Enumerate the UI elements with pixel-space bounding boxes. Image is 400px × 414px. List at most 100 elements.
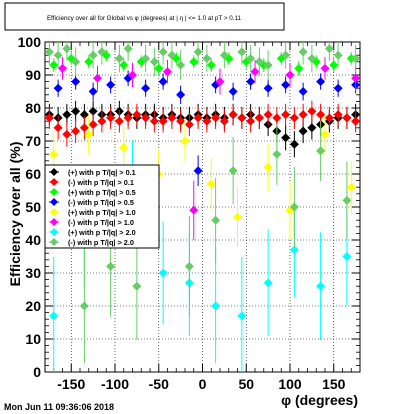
data-point <box>158 268 168 278</box>
data-point <box>106 113 116 123</box>
data-point <box>119 143 129 153</box>
data-point <box>123 44 133 54</box>
y-tick-label: 60 <box>25 166 41 182</box>
legend-label: (+) with p T/|q| > 1.0 <box>68 208 136 217</box>
legend-label: (-) with p T/|q| > 2.0 <box>68 238 134 247</box>
data-point <box>71 106 81 116</box>
data-point <box>320 129 330 139</box>
data-point <box>316 110 326 120</box>
data-point <box>141 113 151 123</box>
data-point <box>49 60 59 70</box>
data-point <box>193 113 203 123</box>
data-point <box>167 50 177 60</box>
data-point <box>342 195 352 205</box>
data-point <box>228 166 238 176</box>
data-point <box>97 116 107 126</box>
data-point <box>307 54 317 63</box>
data-point <box>163 67 172 77</box>
data-point <box>281 133 291 143</box>
y-tick-label: 10 <box>25 331 41 347</box>
data-point <box>84 57 94 67</box>
data-point <box>250 67 260 77</box>
legend-label: (-) with p T/|q| > 0.5 <box>68 198 134 207</box>
data-point <box>158 47 168 57</box>
data-point <box>97 47 107 57</box>
data-point <box>254 113 264 123</box>
data-point <box>316 77 326 87</box>
data-point <box>62 44 72 54</box>
data-point <box>219 116 229 126</box>
data-point <box>62 110 72 120</box>
data-point <box>149 57 159 67</box>
data-point <box>351 116 360 126</box>
data-point <box>333 83 343 93</box>
data-point <box>202 54 212 63</box>
data-point <box>281 50 291 60</box>
data-point <box>53 50 63 60</box>
data-point <box>167 113 177 123</box>
data-point <box>71 77 81 87</box>
data-point <box>176 90 186 100</box>
legend-marker <box>50 208 58 216</box>
data-point <box>154 63 164 73</box>
data-point <box>180 136 190 146</box>
data-point <box>351 54 360 63</box>
data-point <box>294 63 304 73</box>
data-point <box>289 245 299 255</box>
data-point <box>58 63 67 73</box>
x-tick-label: -50 <box>149 376 169 392</box>
data-point <box>62 129 72 139</box>
data-point <box>45 47 54 57</box>
data-point <box>211 113 221 123</box>
legend: (+) with p T/|q| > 0.1(-) with p T/|q| >… <box>44 164 160 249</box>
data-point <box>114 116 124 126</box>
x-tick-label: 0 <box>199 376 207 392</box>
y-tick-label: 40 <box>25 232 41 248</box>
data-point <box>237 311 247 321</box>
data-point <box>132 110 142 120</box>
data-point <box>206 179 216 189</box>
x-tick-label: 50 <box>238 376 254 392</box>
y-tick-label: 50 <box>25 199 41 215</box>
data-point <box>316 281 326 291</box>
data-point <box>211 215 221 225</box>
data-point <box>128 70 137 80</box>
y-tick-label: 90 <box>25 67 41 83</box>
data-point <box>84 129 94 139</box>
legend-box <box>44 164 160 249</box>
chart-title: Efficiency over all for Global vs φ (deg… <box>47 15 242 22</box>
data-point <box>176 60 186 70</box>
data-point <box>211 301 221 311</box>
data-point <box>272 149 282 159</box>
data-point <box>324 44 334 54</box>
data-point <box>298 47 308 57</box>
data-point <box>176 116 186 126</box>
data-point <box>316 146 326 156</box>
y-axis-label: Efficiency over all (%) <box>7 142 23 287</box>
data-point <box>237 47 247 57</box>
legend-marker <box>50 218 58 226</box>
data-point <box>263 83 273 93</box>
x-tick-label: -100 <box>101 376 129 392</box>
data-point <box>53 123 63 133</box>
x-tick-label: 150 <box>322 376 346 392</box>
data-point <box>93 73 102 83</box>
data-point <box>106 80 116 90</box>
data-point <box>307 123 317 133</box>
data-point <box>289 202 299 212</box>
data-point <box>79 301 89 311</box>
data-point <box>324 113 334 123</box>
x-axis-label: φ (degrees) <box>281 392 358 408</box>
data-point <box>263 278 273 288</box>
data-point <box>79 110 89 120</box>
data-point <box>184 120 194 129</box>
data-point <box>88 106 98 116</box>
data-point <box>285 70 295 80</box>
data-point <box>189 205 199 215</box>
data-point <box>45 113 54 123</box>
data-point <box>329 60 339 70</box>
data-point <box>114 54 124 63</box>
data-point <box>206 60 216 70</box>
data-point <box>158 77 168 87</box>
